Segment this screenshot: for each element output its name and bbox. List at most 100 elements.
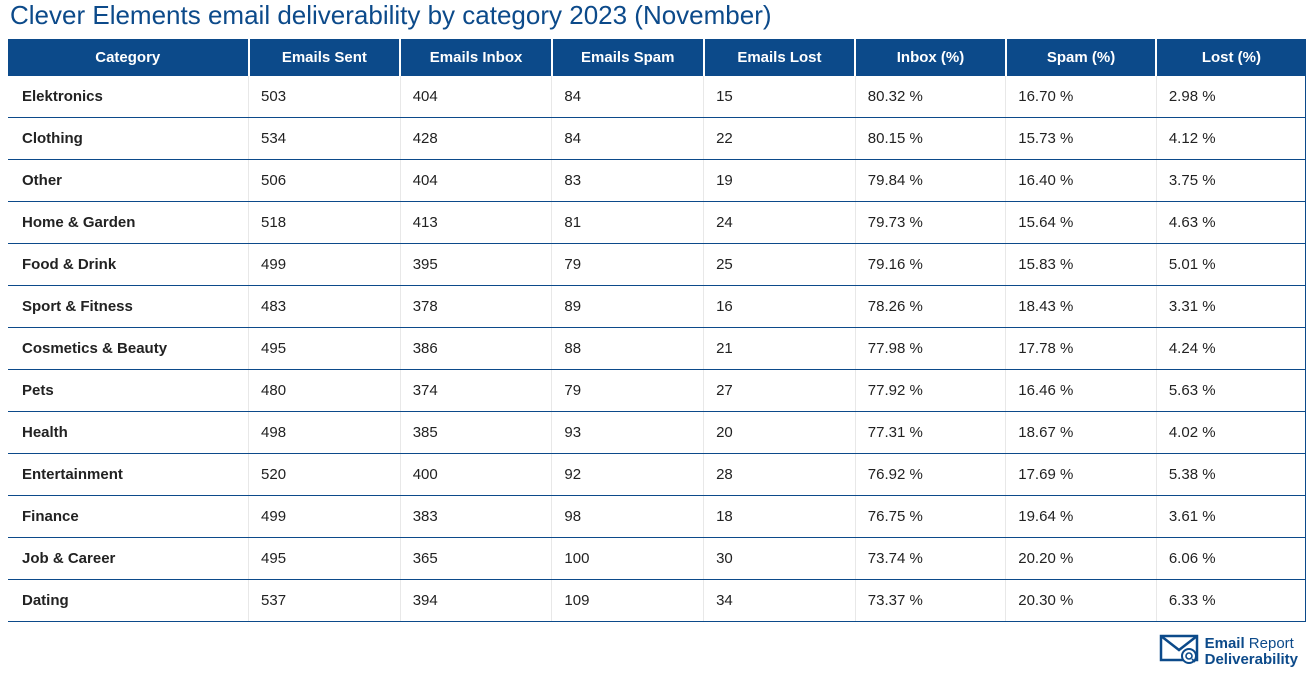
table-cell: Clothing: [8, 118, 249, 160]
table-cell: 77.31 %: [855, 412, 1005, 454]
table-cell: 34: [704, 580, 856, 622]
table-cell: 483: [249, 286, 401, 328]
table-cell: 22: [704, 118, 856, 160]
table-row: Cosmetics & Beauty495386882177.98 %17.78…: [8, 328, 1306, 370]
table-row: Clothing534428842280.15 %15.73 %4.12 %: [8, 118, 1306, 160]
table-cell: 19.64 %: [1006, 496, 1157, 538]
table-cell: 20.20 %: [1006, 538, 1157, 580]
table-cell: 18.67 %: [1006, 412, 1157, 454]
table-cell: 28: [704, 454, 856, 496]
table-cell: 4.63 %: [1156, 202, 1305, 244]
brand-text: Email Report Deliverability: [1205, 636, 1298, 668]
table-cell: Food & Drink: [8, 244, 249, 286]
table-cell: 404: [400, 160, 552, 202]
table-cell: Sport & Fitness: [8, 286, 249, 328]
table-cell: 79: [552, 370, 704, 412]
deliverability-table: Category Emails Sent Emails Inbox Emails…: [8, 39, 1306, 622]
table-cell: 18: [704, 496, 856, 538]
table-cell: 21: [704, 328, 856, 370]
table-row: Dating5373941093473.37 %20.30 %6.33 %: [8, 580, 1306, 622]
table-cell: 15.73 %: [1006, 118, 1157, 160]
table-cell: 16.46 %: [1006, 370, 1157, 412]
table-cell: 30: [704, 538, 856, 580]
table-cell: 480: [249, 370, 401, 412]
table-cell: 19: [704, 160, 856, 202]
column-header: Category: [8, 39, 249, 76]
table-cell: 73.74 %: [855, 538, 1005, 580]
table-cell: 3.61 %: [1156, 496, 1305, 538]
table-header-row: Category Emails Sent Emails Inbox Emails…: [8, 39, 1306, 76]
table-cell: 89: [552, 286, 704, 328]
table-cell: 386: [400, 328, 552, 370]
table-cell: 80.32 %: [855, 76, 1005, 118]
table-body: Elektronics503404841580.32 %16.70 %2.98 …: [8, 76, 1306, 622]
table-cell: 6.06 %: [1156, 538, 1305, 580]
table-cell: 5.38 %: [1156, 454, 1305, 496]
column-header: Emails Lost: [704, 39, 856, 76]
column-header: Emails Sent: [249, 39, 401, 76]
table-cell: 428: [400, 118, 552, 160]
brand-text-bold: Email: [1205, 635, 1245, 652]
table-row: Other506404831979.84 %16.40 %3.75 %: [8, 160, 1306, 202]
table-cell: 506: [249, 160, 401, 202]
page-title: Clever Elements email deliverability by …: [8, 0, 1306, 31]
table-cell: 365: [400, 538, 552, 580]
table-cell: 400: [400, 454, 552, 496]
table-row: Elektronics503404841580.32 %16.70 %2.98 …: [8, 76, 1306, 118]
table-cell: 495: [249, 328, 401, 370]
table-cell: 88: [552, 328, 704, 370]
table-cell: Finance: [8, 496, 249, 538]
table-cell: 83: [552, 160, 704, 202]
table-cell: 518: [249, 202, 401, 244]
table-cell: 520: [249, 454, 401, 496]
table-cell: 503: [249, 76, 401, 118]
table-cell: 18.43 %: [1006, 286, 1157, 328]
table-cell: 109: [552, 580, 704, 622]
table-cell: 79.16 %: [855, 244, 1005, 286]
table-cell: 98: [552, 496, 704, 538]
table-cell: 17.69 %: [1006, 454, 1157, 496]
table-cell: Cosmetics & Beauty: [8, 328, 249, 370]
table-cell: 15.83 %: [1006, 244, 1157, 286]
table-cell: 84: [552, 76, 704, 118]
table-cell: 76.75 %: [855, 496, 1005, 538]
table-row: Finance499383981876.75 %19.64 %3.61 %: [8, 496, 1306, 538]
table-cell: 383: [400, 496, 552, 538]
table-cell: 79: [552, 244, 704, 286]
table-cell: 20.30 %: [1006, 580, 1157, 622]
envelope-icon: [1159, 632, 1199, 671]
table-cell: 80.15 %: [855, 118, 1005, 160]
column-header: Emails Spam: [552, 39, 704, 76]
column-header: Emails Inbox: [400, 39, 552, 76]
table-row: Health498385932077.31 %18.67 %4.02 %: [8, 412, 1306, 454]
table-cell: 395: [400, 244, 552, 286]
table-cell: 499: [249, 244, 401, 286]
column-header: Spam (%): [1006, 39, 1157, 76]
table-row: Food & Drink499395792579.16 %15.83 %5.01…: [8, 244, 1306, 286]
table-cell: 413: [400, 202, 552, 244]
table-cell: Elektronics: [8, 76, 249, 118]
table-cell: 16.40 %: [1006, 160, 1157, 202]
table-cell: Health: [8, 412, 249, 454]
table-cell: 100: [552, 538, 704, 580]
table-cell: 84: [552, 118, 704, 160]
table-cell: 3.75 %: [1156, 160, 1305, 202]
table-cell: Pets: [8, 370, 249, 412]
table-cell: 5.01 %: [1156, 244, 1305, 286]
table-row: Pets480374792777.92 %16.46 %5.63 %: [8, 370, 1306, 412]
table-row: Home & Garden518413812479.73 %15.64 %4.6…: [8, 202, 1306, 244]
table-cell: 93: [552, 412, 704, 454]
table-cell: 537: [249, 580, 401, 622]
column-header: Lost (%): [1156, 39, 1305, 76]
table-cell: 534: [249, 118, 401, 160]
table-cell: 24: [704, 202, 856, 244]
table-cell: 2.98 %: [1156, 76, 1305, 118]
brand-text-line2: Deliverability: [1205, 652, 1298, 668]
table-cell: 3.31 %: [1156, 286, 1305, 328]
table-cell: 15.64 %: [1006, 202, 1157, 244]
table-row: Entertainment520400922876.92 %17.69 %5.3…: [8, 454, 1306, 496]
table-cell: 385: [400, 412, 552, 454]
table-cell: 92: [552, 454, 704, 496]
column-header: Inbox (%): [855, 39, 1005, 76]
table-cell: 15: [704, 76, 856, 118]
